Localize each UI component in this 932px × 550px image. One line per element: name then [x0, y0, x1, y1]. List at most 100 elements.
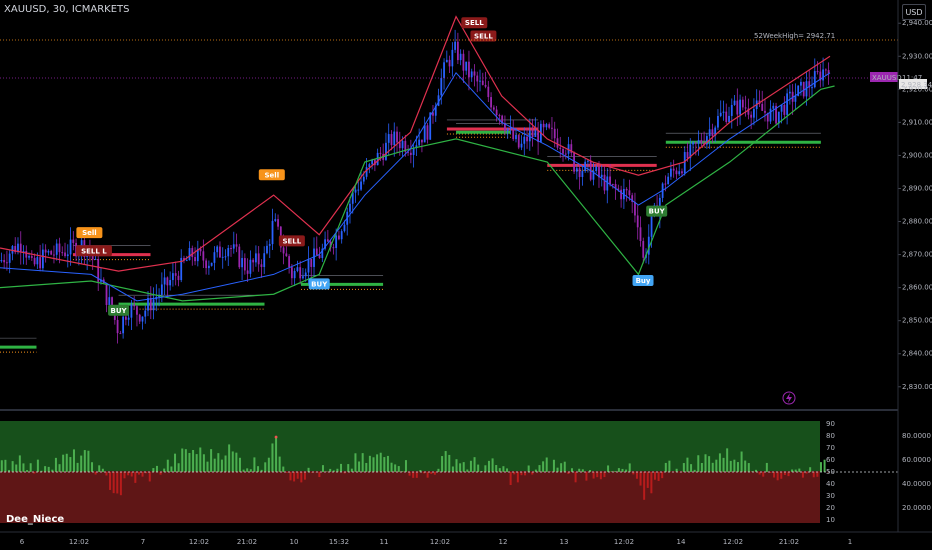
- candle-body: [672, 168, 675, 171]
- price-tick: 2,920.00: [902, 85, 932, 93]
- candle-body: [409, 152, 412, 155]
- candle-body: [564, 153, 567, 155]
- candle-body: [434, 105, 437, 116]
- candle-body: [185, 260, 188, 262]
- candle-body: [324, 239, 326, 249]
- candle-body: [326, 239, 329, 242]
- currency-button[interactable]: USD: [902, 4, 926, 20]
- signal-buy-green[interactable]: BUY: [108, 304, 130, 316]
- candle-body: [481, 80, 484, 85]
- candle-body: [816, 71, 819, 73]
- signal-sell-dark[interactable]: SELL: [278, 235, 305, 247]
- candle-body: [432, 112, 434, 116]
- signal-buy-blue[interactable]: BUY: [308, 278, 330, 290]
- oscillator-axis[interactable]: 90 80 70 60 50 40 30 20 10 80.0000 60.0000 40.0000 2…: [826, 420, 931, 524]
- candle-body: [766, 112, 769, 122]
- price-axis[interactable]: 2,940.00 2,930.00 2,920.00 2,910.00 2,900.00…: [897, 0, 932, 532]
- candle-body: [407, 151, 409, 153]
- time-label: 10: [290, 538, 299, 546]
- signal-sell-orange[interactable]: Sell: [76, 227, 103, 239]
- candle-body: [694, 142, 697, 144]
- candle-body: [670, 168, 672, 177]
- signal-sell-dark[interactable]: SELL: [461, 17, 488, 29]
- candle-body: [3, 260, 6, 263]
- candle-body: [592, 170, 595, 180]
- candle-body: [534, 130, 537, 137]
- lightning-icon[interactable]: [782, 391, 796, 405]
- candle-body: [315, 248, 318, 255]
- candle-body: [609, 176, 611, 185]
- signal-badge: [75, 245, 112, 257]
- time-label: 11: [380, 538, 389, 546]
- osc-right-tick: 80.0000: [902, 432, 931, 440]
- price-tick: 2,900.00: [902, 151, 932, 159]
- candle-body: [332, 247, 335, 249]
- time-label: 1: [848, 538, 852, 546]
- candle-body: [144, 310, 147, 317]
- candle-body: [606, 176, 609, 191]
- signal-buy-blue[interactable]: Buy: [632, 275, 654, 287]
- candle-body: [528, 130, 531, 142]
- candle-body: [423, 125, 426, 143]
- candle-body: [169, 280, 172, 286]
- osc-tick: 80: [826, 432, 835, 440]
- candle-body: [415, 145, 418, 148]
- time-label: 12:02: [614, 538, 634, 546]
- candle-body: [689, 144, 692, 159]
- candle-body: [664, 183, 667, 185]
- candle-body: [822, 69, 824, 81]
- osc-tick: 10: [826, 516, 835, 524]
- candle-body: [124, 316, 127, 320]
- price-tick: 2,880.00: [902, 218, 932, 226]
- time-axis[interactable]: 6 12:02 7 12:02 21:02 10 15:32 11 12:02 12 13 12:02…: [0, 531, 932, 546]
- candle-body: [396, 131, 398, 143]
- time-label: 12: [499, 538, 508, 546]
- candle-body: [492, 107, 495, 110]
- signal-badge: [461, 17, 488, 29]
- candle-body: [456, 41, 459, 61]
- candle-body: [66, 254, 69, 257]
- osc-tick: 30: [826, 492, 835, 500]
- candle-body: [130, 304, 133, 318]
- candle-body: [515, 135, 517, 140]
- price-tick: 2,910.00: [902, 118, 932, 126]
- candle-body: [97, 259, 100, 282]
- signal-sell-dark[interactable]: SELL: [470, 30, 497, 42]
- candle-body: [213, 252, 216, 263]
- candle-body: [628, 190, 631, 196]
- candle-body: [6, 262, 8, 264]
- candle-body: [708, 129, 711, 137]
- signal-text: Sell: [82, 229, 97, 237]
- signal-badge: [308, 278, 330, 290]
- candle-body: [739, 99, 741, 115]
- candle-body: [152, 299, 155, 311]
- signal-buy-green[interactable]: BUY: [646, 205, 668, 217]
- candle-body: [490, 97, 492, 108]
- candle-body: [180, 257, 183, 281]
- candle-body: [335, 235, 338, 248]
- candle-body: [548, 124, 551, 128]
- candle-body: [30, 256, 33, 258]
- time-label: 12:02: [723, 538, 743, 546]
- candle-body: [293, 271, 296, 279]
- candle-body: [390, 134, 393, 146]
- candle-body: [379, 152, 382, 154]
- osc-tick: 50: [826, 468, 835, 476]
- signal-badge: [76, 227, 103, 239]
- candle-body: [794, 96, 797, 102]
- time-label: 14: [677, 538, 686, 546]
- candle-body: [318, 254, 321, 259]
- signal-sell-orange[interactable]: Sell: [258, 169, 285, 181]
- time-label: 12:02: [189, 538, 209, 546]
- candle-body: [22, 250, 25, 252]
- candle-body: [440, 77, 443, 96]
- signal-sell-dark[interactable]: SELL L: [75, 245, 112, 257]
- price-pane[interactable]: [0, 0, 898, 408]
- price-tick: 2,870.00: [902, 251, 932, 259]
- candle-body: [0, 260, 3, 262]
- signal-text: Sell: [265, 171, 280, 179]
- candle-body: [813, 71, 816, 88]
- candle-body: [581, 170, 584, 177]
